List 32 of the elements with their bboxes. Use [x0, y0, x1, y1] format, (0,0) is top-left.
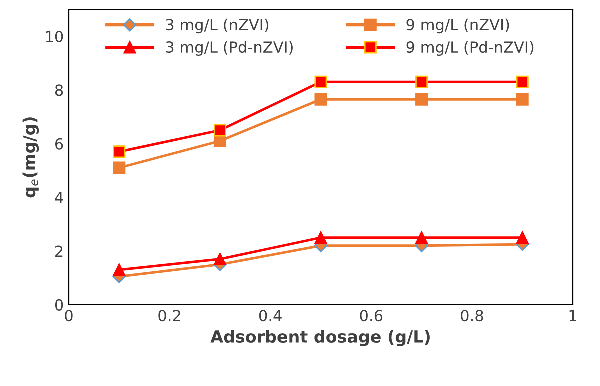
point [214, 124, 226, 137]
y-tick-label: 2 [56, 246, 63, 258]
point [214, 253, 226, 266]
x-tick-label: 0.4 [259, 310, 282, 322]
legend-label: 3 mg/L (nZVI) [166, 18, 269, 34]
point [314, 232, 328, 244]
x-tick-label: 0.6 [360, 310, 383, 322]
point [416, 93, 428, 106]
y-tick-label: 0 [55, 299, 64, 311]
point [113, 146, 126, 158]
y-tick-label: 8 [55, 84, 64, 96]
point [113, 162, 126, 174]
legend-label: 3 mg/L (Pd-nZVI) [166, 41, 293, 56]
point [416, 232, 428, 244]
legend-label: 9 mg/L (Pd-nZVI) [406, 41, 534, 56]
y-tick-label: 4 [55, 192, 64, 204]
point [416, 76, 428, 88]
point [113, 264, 126, 276]
x-tick-label: 0.2 [158, 310, 180, 322]
x-tick-label: 0 [65, 310, 73, 322]
y-tick-label: 10 [46, 30, 64, 43]
point [516, 76, 529, 88]
point [314, 76, 328, 88]
y-axis-title: q$_{e}$(mg/g) [22, 118, 40, 198]
x-axis-title: Adsorbent dosage (g/L) [210, 330, 430, 346]
point [516, 232, 529, 244]
point [314, 93, 328, 106]
legend-label: 9 mg/L (nZVI) [406, 18, 510, 34]
point [516, 93, 529, 106]
x-tick-label: 0.8 [461, 310, 484, 322]
x-tick-label: 1 [570, 310, 576, 322]
y-tick-label: 6 [55, 138, 64, 150]
